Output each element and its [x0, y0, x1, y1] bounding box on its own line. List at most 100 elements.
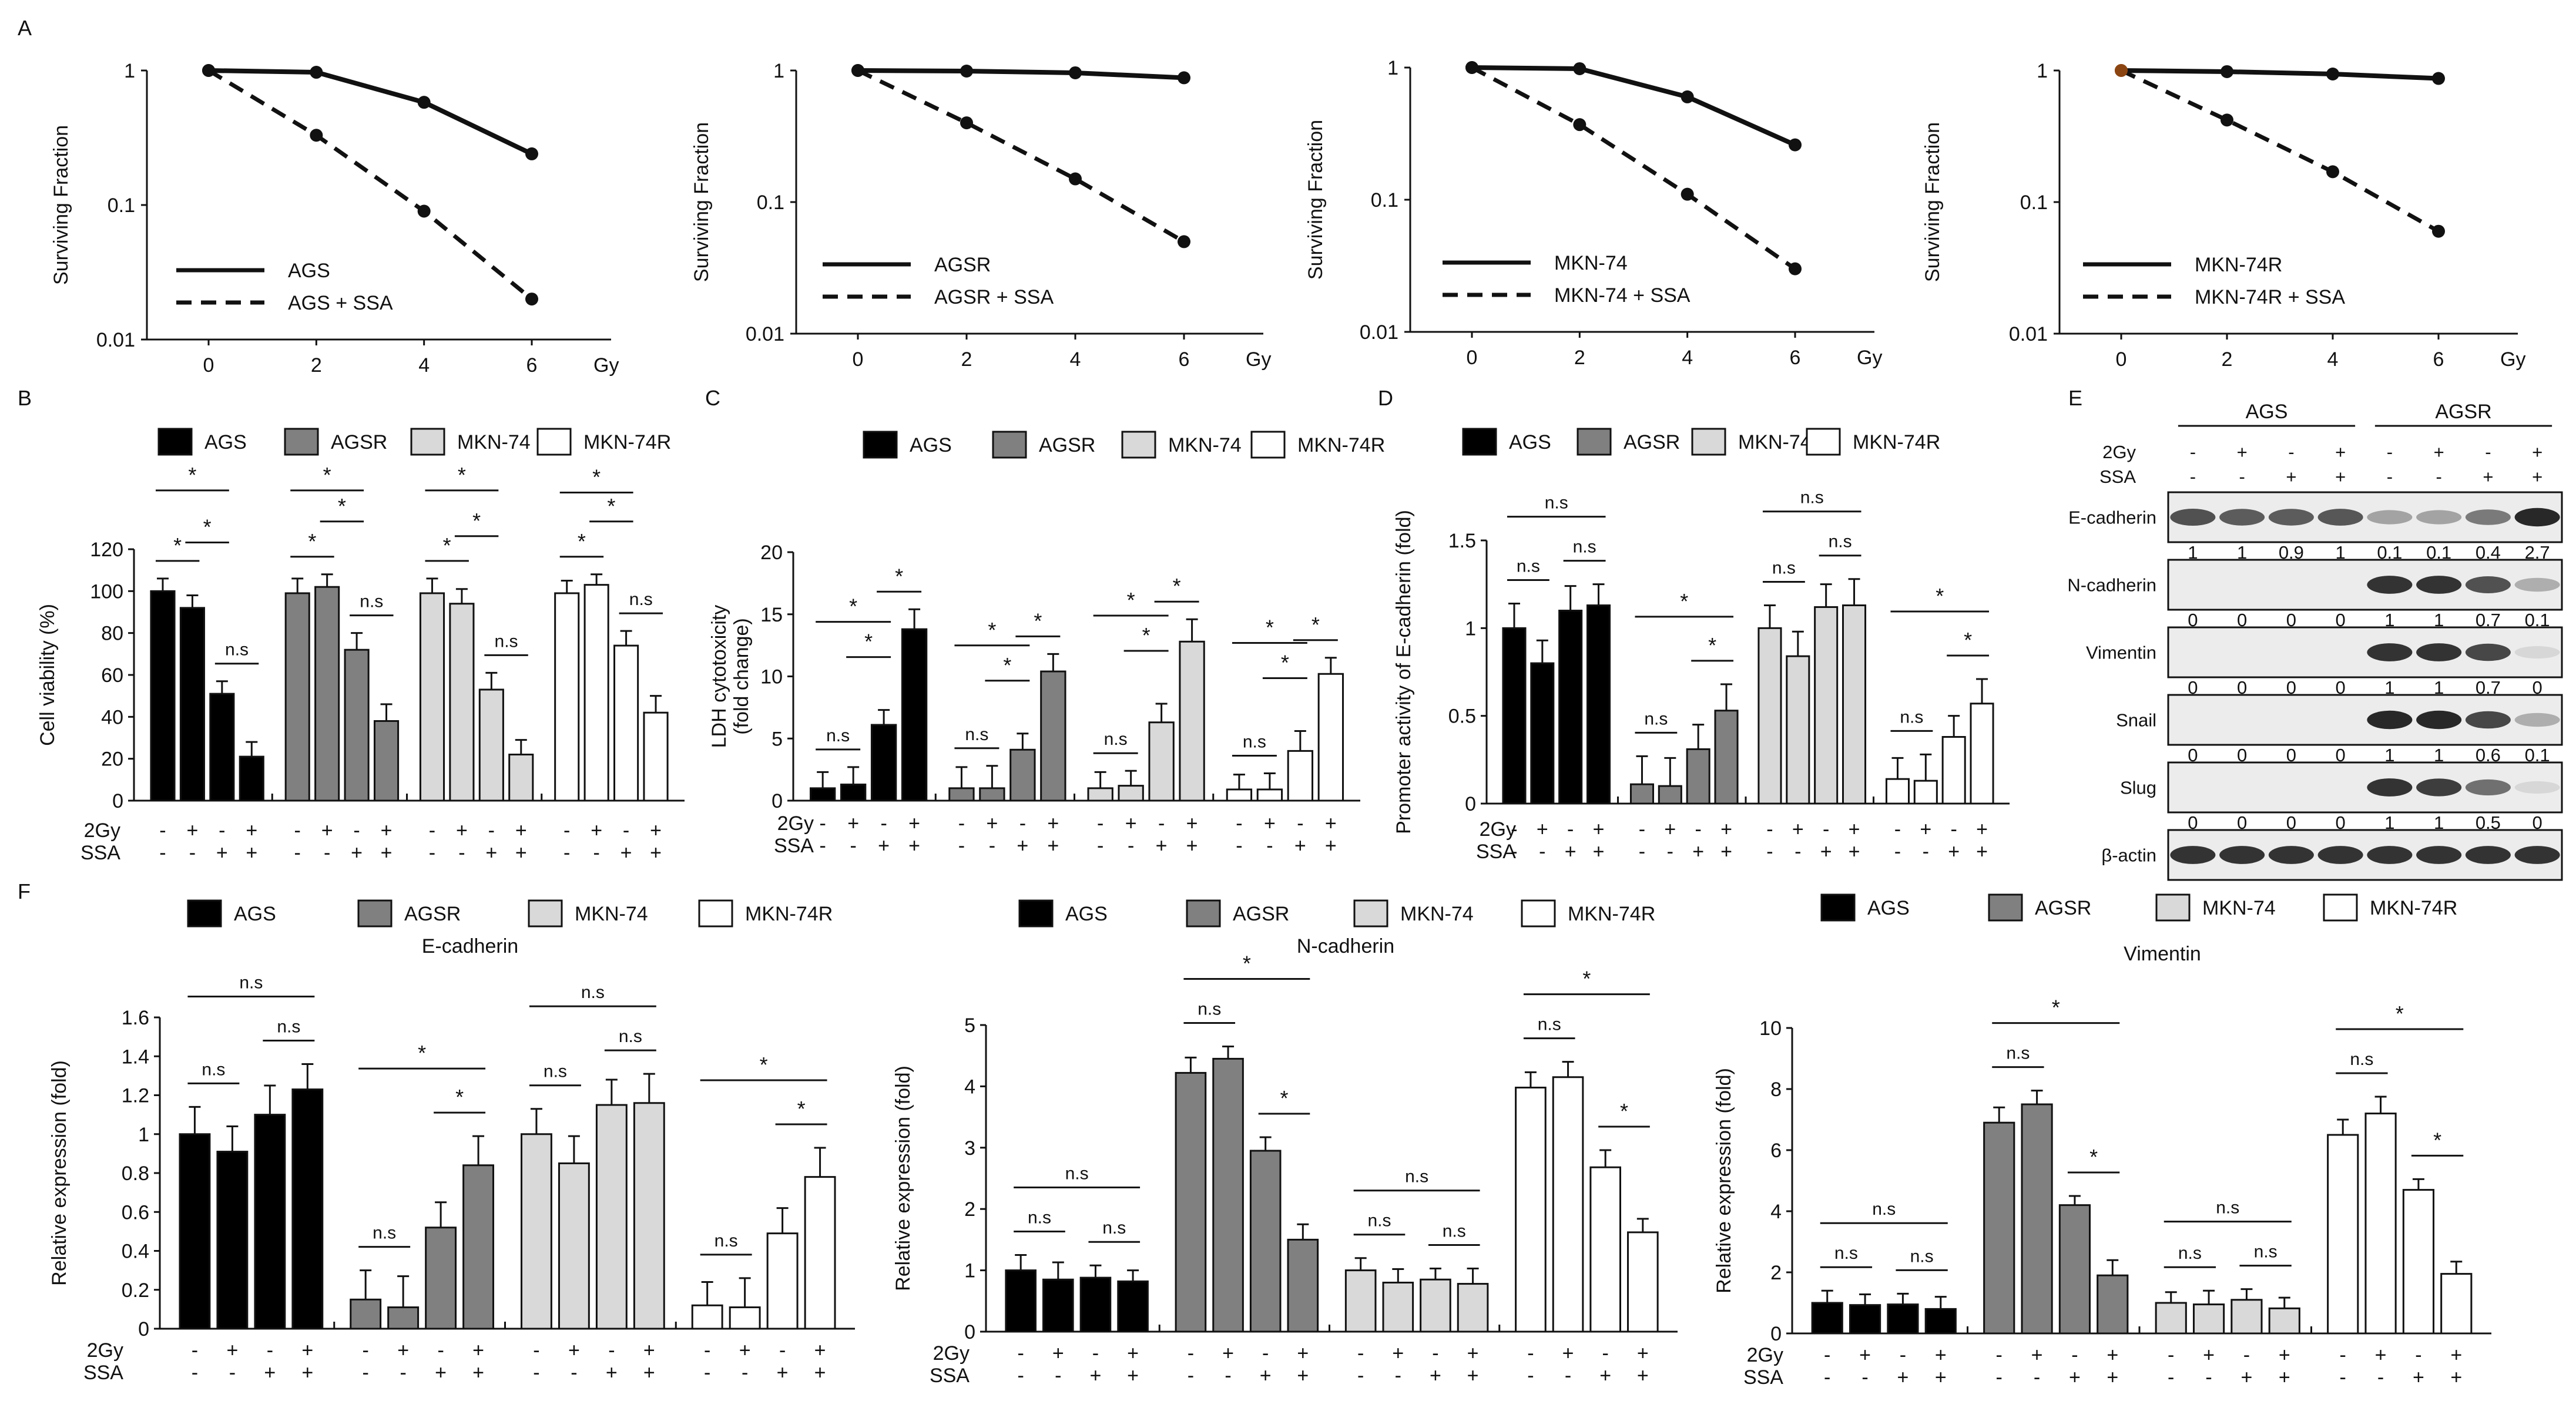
legend-label: AGS [1867, 897, 1910, 919]
condition-2gy: + [1562, 1342, 1574, 1365]
blot-protein-label: β-actin [2101, 845, 2156, 866]
legend-label: MKN-74R [583, 431, 671, 453]
bar [1256, 788, 1283, 802]
bar [1842, 604, 1867, 805]
x-tick-label: 2 [311, 354, 322, 377]
y-axis-label: Surviving Fraction [690, 122, 713, 282]
condition-ssa: - [1018, 1365, 1024, 1387]
y-axis-label: Surviving Fraction [1304, 120, 1327, 280]
significance-label: * [1964, 628, 1972, 652]
bar [1515, 1086, 1547, 1333]
condition-ssa: - [1266, 835, 1273, 857]
condition-ssa: + [1047, 835, 1059, 857]
blot-band [2465, 846, 2511, 864]
condition-2gy: + [1125, 812, 1137, 835]
condition-ssa: + [1156, 835, 1168, 857]
condition-ssa: - [1861, 1366, 1868, 1389]
bar [1627, 1231, 1659, 1333]
blot-quant-value: 0 [2533, 812, 2543, 833]
y-axis-label: Relative expression (fold) [1713, 1068, 1735, 1293]
data-point [1573, 62, 1586, 75]
bar [840, 784, 867, 802]
blot-quant-value: 1 [2188, 542, 2198, 563]
condition-2gy: - [219, 819, 225, 842]
bar [1552, 1076, 1584, 1333]
condition-2gy: + [1859, 1344, 1871, 1366]
condition-2gy: - [294, 819, 301, 842]
bar [1586, 604, 1611, 805]
y-tick-label: 0 [964, 1321, 975, 1343]
condition-label-ssa: SSA [1476, 841, 1516, 863]
legend-label: AGSR [331, 431, 387, 453]
bar [1887, 1303, 1919, 1335]
significance-label: n.s [1102, 1218, 1126, 1238]
condition-2gy: - [1823, 818, 1829, 841]
blot-quant-value: 0 [2286, 745, 2296, 765]
blot-band [2465, 576, 2511, 593]
condition-2gy: + [650, 819, 662, 842]
y-tick-label: 5 [772, 728, 783, 750]
legend-label: AGSR [1233, 903, 1289, 925]
condition-2gy: + [397, 1339, 409, 1362]
bar [2364, 1113, 2397, 1335]
condition-2gy: - [1900, 1344, 1906, 1366]
blot-lane-ssa: - [2190, 466, 2196, 487]
condition-2gy: - [533, 1339, 539, 1362]
condition-2gy: + [2107, 1344, 2118, 1366]
condition-2gy: + [1127, 1342, 1139, 1365]
blot-quant-value: 0 [2286, 812, 2296, 833]
significance-label: * [1312, 613, 1320, 637]
condition-ssa: - [850, 835, 856, 857]
significance-label: n.s [1538, 1015, 1561, 1034]
x-axis-label: Gy [593, 354, 619, 377]
condition-2gy: + [1297, 1342, 1309, 1365]
condition-ssa: + [643, 1362, 655, 1384]
condition-2gy: - [2415, 1344, 2421, 1366]
bar [613, 644, 639, 802]
bar [1317, 673, 1344, 802]
data-point [202, 64, 215, 77]
x-tick-label: 2 [1574, 347, 1585, 369]
condition-label-2gy: 2Gy [777, 812, 814, 835]
condition-ssa: - [1225, 1365, 1231, 1387]
condition-ssa: + [908, 835, 920, 857]
condition-2gy: - [1639, 818, 1645, 841]
condition-2gy: - [1695, 818, 1702, 841]
x-axis-label: Gy [2500, 348, 2525, 371]
condition-2gy: + [739, 1339, 751, 1362]
blot-band [2367, 846, 2413, 864]
legend-swatch [863, 431, 898, 459]
bar [1344, 1269, 1377, 1333]
blot-quant-value: 0 [2188, 677, 2198, 698]
condition-2gy: - [2071, 1344, 2078, 1366]
condition-2gy: - [429, 819, 435, 842]
condition-label-ssa: SSA [774, 835, 814, 857]
bar [314, 586, 340, 802]
blot-band [2416, 576, 2462, 594]
blot-lane-ssa: - [2239, 466, 2245, 487]
condition-2gy: - [353, 819, 360, 842]
significance-label: n.s [225, 640, 249, 660]
blot-protein-label: Snail [2116, 710, 2156, 731]
blot-lane-ssa: + [2335, 466, 2346, 487]
condition-2gy: - [363, 1339, 369, 1362]
condition-2gy: - [1996, 1344, 2003, 1366]
y-tick-label: 40 [101, 706, 123, 728]
blot-band [2416, 846, 2462, 864]
condition-label-2gy: 2Gy [1747, 1344, 1783, 1366]
condition-2gy: - [1092, 1342, 1099, 1365]
legend-label: AGS [1509, 431, 1551, 453]
y-tick-label: 1 [1465, 617, 1476, 640]
condition-ssa: + [515, 842, 527, 864]
bar [1983, 1121, 2015, 1335]
blot-band [2416, 643, 2462, 661]
condition-2gy: - [1236, 812, 1242, 835]
significance-label: * [443, 533, 451, 557]
blot-quant-value: 1 [2384, 745, 2394, 765]
bar [1913, 779, 1938, 805]
condition-2gy: - [1894, 818, 1901, 841]
blot-band [2416, 510, 2462, 525]
y-axis-label: LDH cytotoxicity [708, 605, 730, 748]
series-line-control [1471, 65, 1796, 147]
significance-label: * [864, 630, 873, 654]
